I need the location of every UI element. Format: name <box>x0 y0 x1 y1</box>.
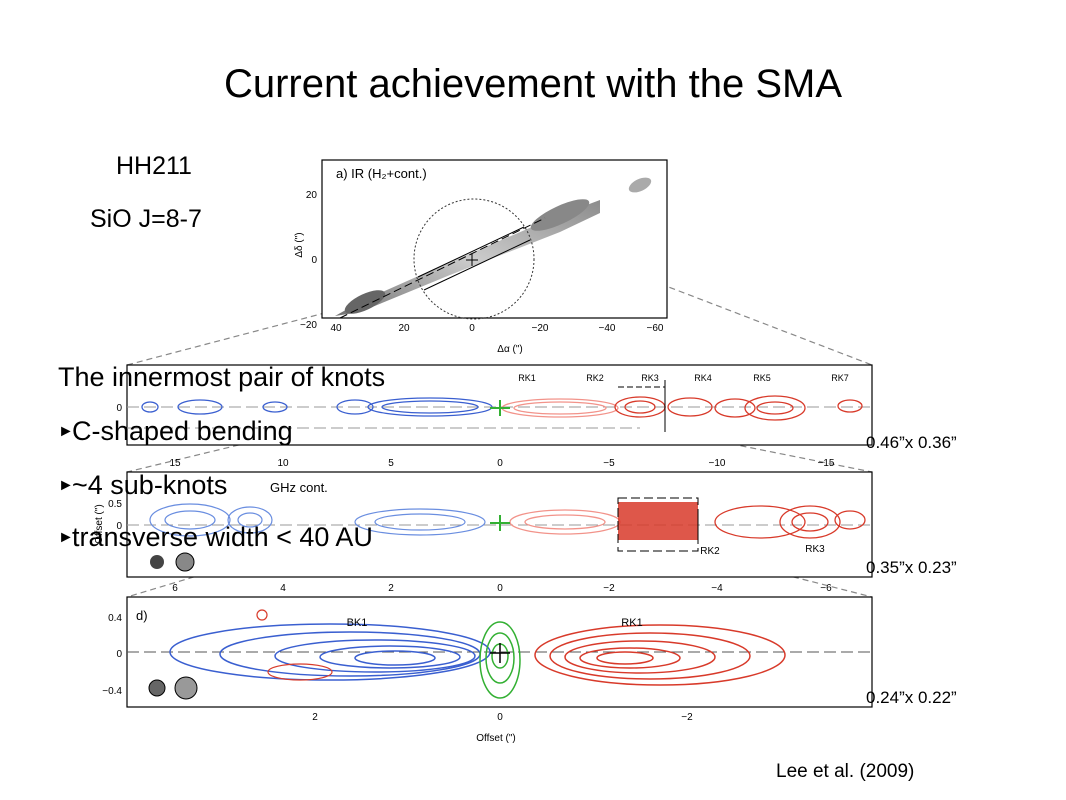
panel-d-blue-lobe <box>169 623 491 681</box>
panel-d-xtick: 0 <box>497 712 503 723</box>
panel-b-xtick: −5 <box>603 458 615 469</box>
panel-b-xtick: 5 <box>388 458 394 469</box>
panel-c-xtick: 0 <box>497 583 503 594</box>
knot-label: RK3 <box>805 544 825 555</box>
panel-b-xtick: −15 <box>818 458 835 469</box>
bullet-text: transverse width < 40 AU <box>72 522 373 552</box>
panel-d-xtick: −2 <box>681 712 693 723</box>
citation: Lee et al. (2009) <box>776 761 915 782</box>
bullet-item: ►transverse width < 40 AU <box>58 522 373 553</box>
panel-b-xtick: 0 <box>497 458 503 469</box>
panel-a-ytick: 20 <box>306 190 318 201</box>
panel-c-red-region <box>618 502 698 540</box>
panel-a-xtick: 20 <box>398 323 410 334</box>
source-name: HH211 <box>116 152 192 180</box>
knot-label: RK5 <box>753 373 771 383</box>
panel-c-xtick: −4 <box>711 583 723 594</box>
panel-c-xtick: 2 <box>388 583 394 594</box>
panel-c-ytick: 0.5 <box>108 499 122 510</box>
bullet-text: ~4 sub-knots <box>72 470 228 500</box>
knot-label: RK1 <box>621 617 642 629</box>
panel-d-green-source <box>479 621 521 699</box>
knot-label: RK3 <box>641 373 659 383</box>
panel-c-red-lobe <box>714 505 866 539</box>
panel-c-xtick: 6 <box>172 583 178 594</box>
panel-c-blue-lobe <box>149 503 486 537</box>
bullet-item: ►C-shaped bending <box>58 416 293 447</box>
panel-d-xlabel: Offset (") <box>476 733 515 744</box>
panel-a-xtick: −40 <box>599 323 616 334</box>
panel-a-xtick: −20 <box>532 323 549 334</box>
panel-b-ytick: 0 <box>116 403 122 414</box>
panel-a-xtick: −60 <box>647 323 664 334</box>
knot-label: RK1 <box>518 373 536 383</box>
panel-d-ytick: 0.4 <box>108 613 122 624</box>
panel-d-label: d) <box>136 608 148 623</box>
panel-b: RK1 RK2 RK3 RK4 RK5 RK7 15 10 5 0 −5 −10… <box>116 364 873 469</box>
panel-d-xtick: 2 <box>312 712 318 723</box>
panel-c-xtick: −6 <box>820 583 832 594</box>
triangle-bullet-icon: ► <box>58 477 74 494</box>
panel-c-ytick: 0 <box>116 521 122 532</box>
panel-a: a) IR (H₂+cont.) 40 20 0 −20 −40 −60 Δα … <box>294 159 668 355</box>
panel-b-xtick: −10 <box>709 458 726 469</box>
panel-d: d) BK1 RK1 2 0 −2 Offset (") 0.4 0 −0.4 <box>102 596 873 744</box>
bullet-item: ►~4 sub-knots <box>58 470 227 501</box>
line-transition: SiO J=8-7 <box>90 205 202 233</box>
panel-c-label: GHz cont. <box>270 480 328 495</box>
triangle-bullet-icon: ► <box>58 529 74 546</box>
panel-b-xtick: 15 <box>169 458 181 469</box>
knot-label: RK4 <box>694 373 712 383</box>
panel-c-xtick: −2 <box>603 583 615 594</box>
beam-size: 0.35”x 0.23” <box>866 558 957 577</box>
knot-label: RK2 <box>700 546 720 557</box>
panel-d-ytick: −0.4 <box>102 686 122 697</box>
panel-c-ylabel: Offset (") <box>94 504 105 543</box>
panel-a-xtick: 40 <box>330 323 342 334</box>
panel-c: GHz cont. RK2 RK3 6 4 2 0 −2 −4 −6 0.5 0… <box>94 471 873 594</box>
panel-a-label: a) IR (H₂+cont.) <box>336 166 427 181</box>
panel-a-xlabel: Δα (") <box>497 344 522 355</box>
panel-d-red-lobe <box>534 624 786 686</box>
knot-label: BK1 <box>347 617 368 629</box>
knot-label: RK2 <box>586 373 604 383</box>
panel-a-ylabel: Δδ (") <box>294 232 305 257</box>
panel-a-ytick: −20 <box>300 320 317 331</box>
beam-size: 0.46”x 0.36” <box>866 433 957 452</box>
panel-c-xtick: 4 <box>280 583 286 594</box>
triangle-bullet-icon: ► <box>58 423 74 440</box>
panel-b-red-lobe <box>614 395 863 421</box>
knot-label: RK7 <box>831 373 849 383</box>
panel-a-ytick: 0 <box>311 255 317 266</box>
panel-a-xtick: 0 <box>469 323 475 334</box>
ir-jet-image <box>335 177 652 316</box>
panel-b-xtick: 10 <box>277 458 289 469</box>
knots-heading: The innermost pair of knots <box>58 362 386 392</box>
slide-title: Current achievement with the SMA <box>223 62 843 106</box>
bullet-text: C-shaped bending <box>72 416 293 446</box>
beam-size: 0.24”x 0.22” <box>866 688 957 707</box>
panel-d-ytick: 0 <box>116 649 122 660</box>
